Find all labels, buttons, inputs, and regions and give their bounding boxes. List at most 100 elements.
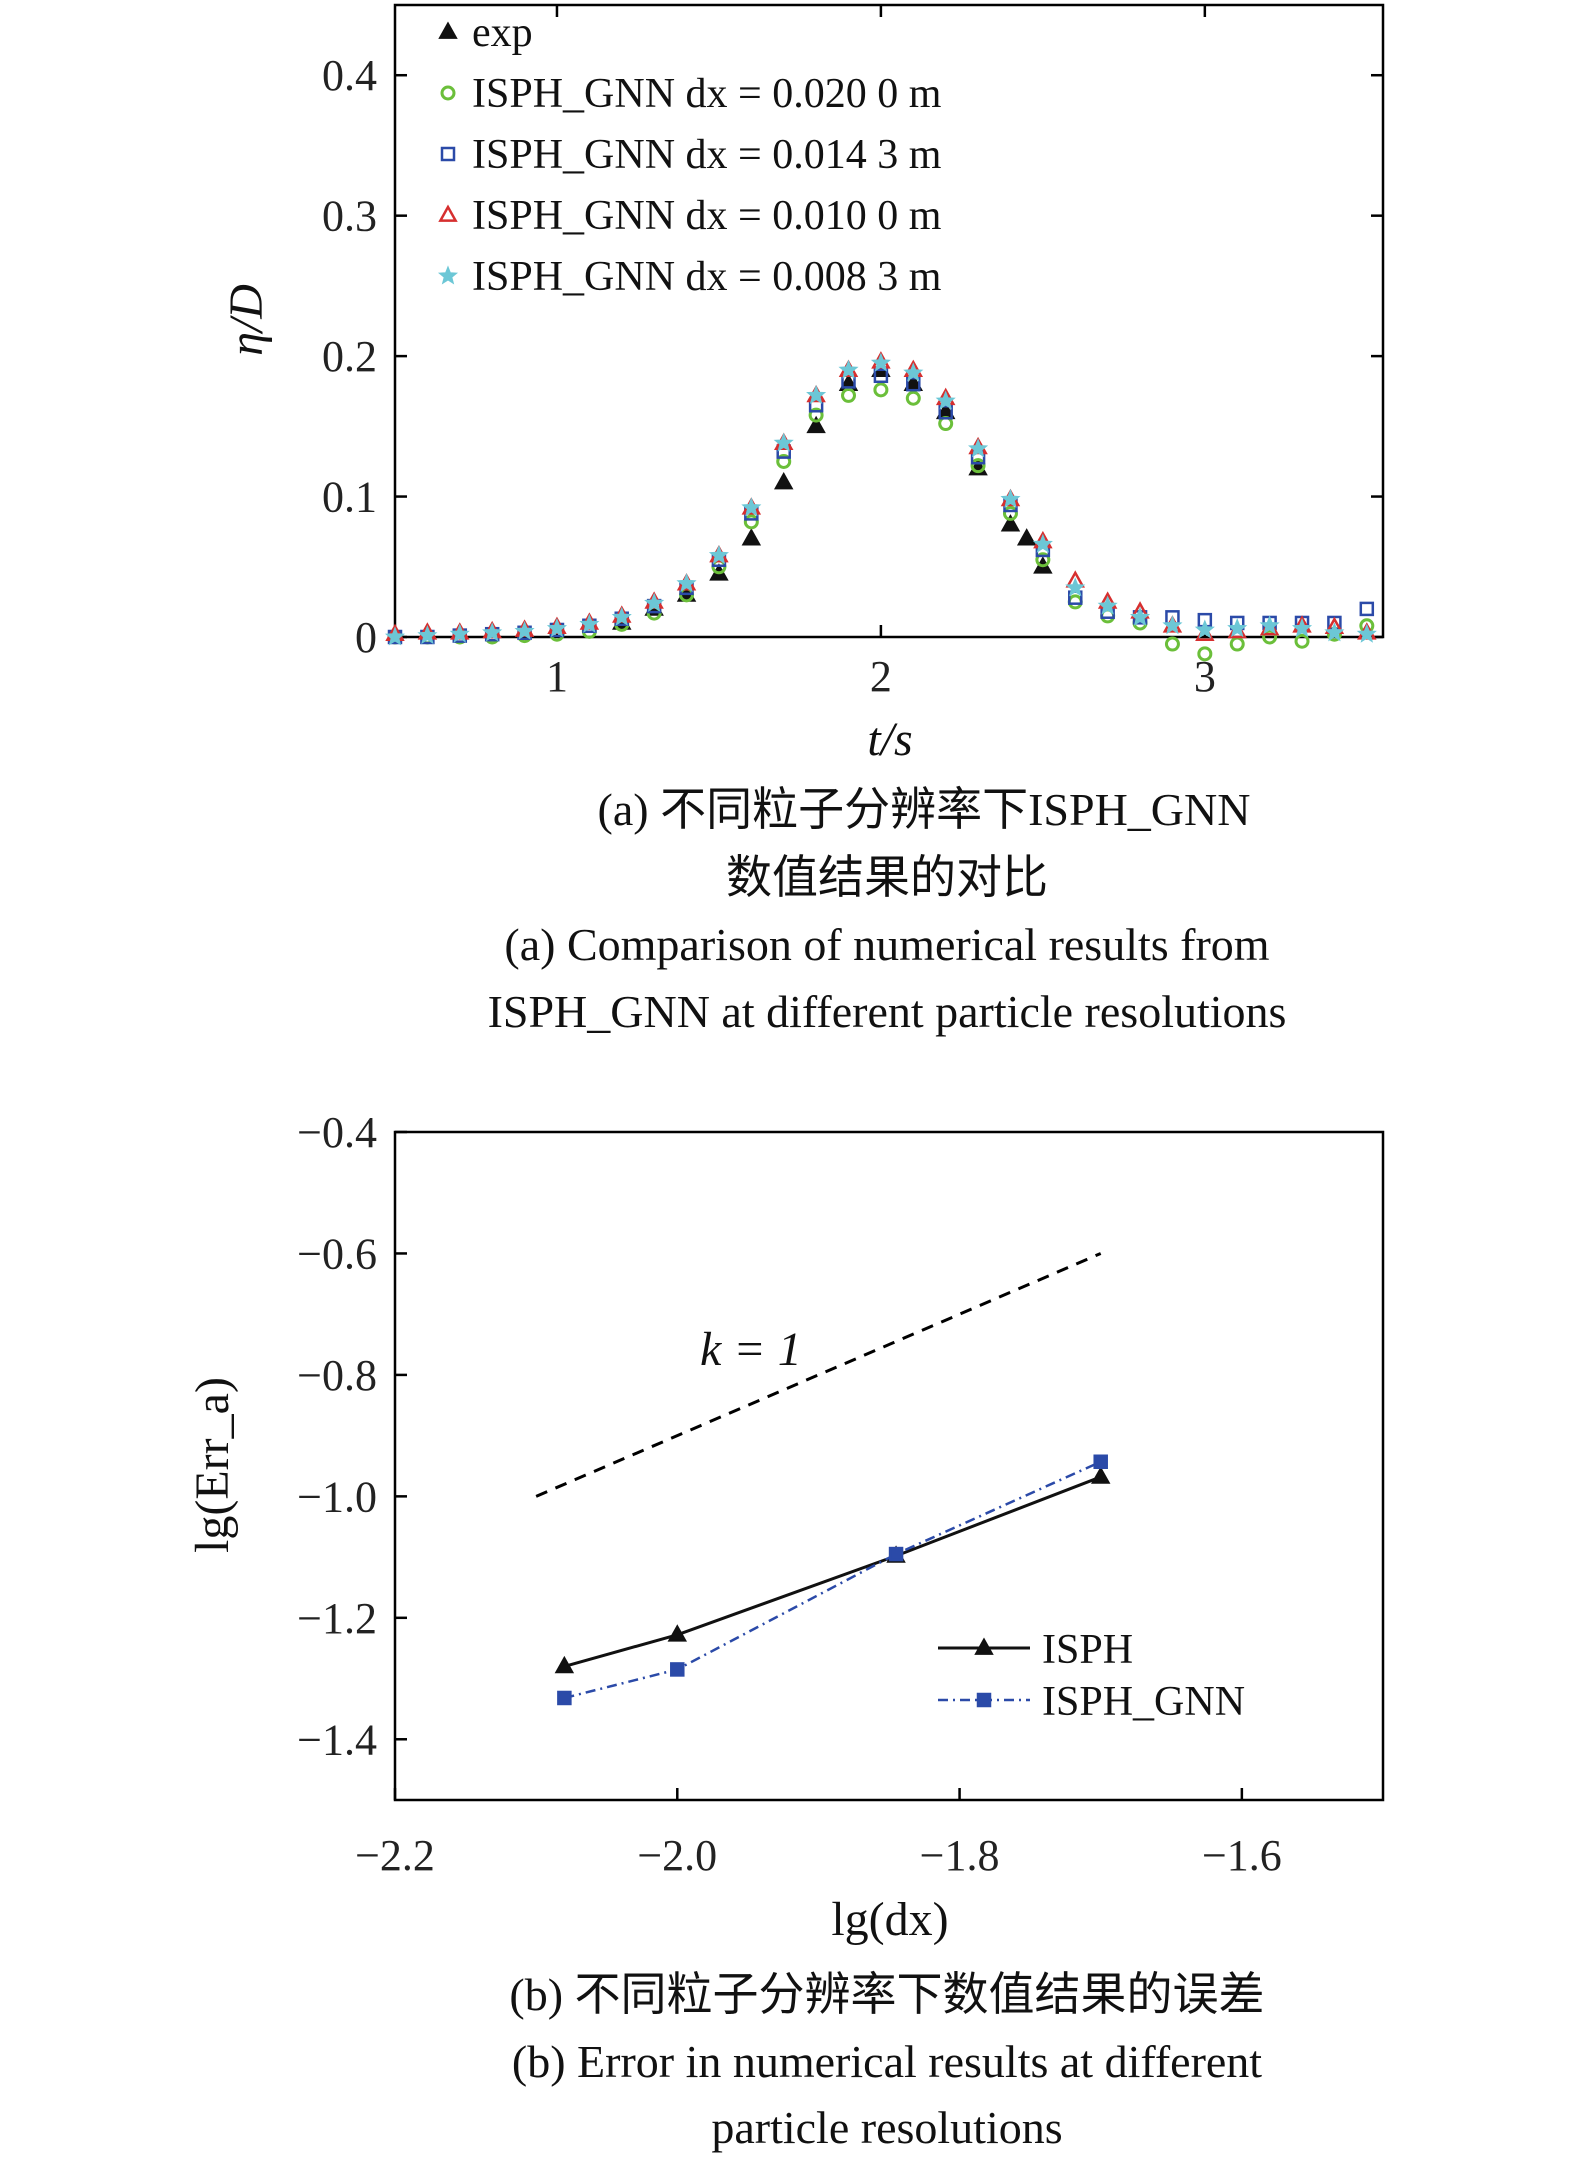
series-1 — [387, 382, 1375, 662]
x-tick-label: 3 — [1194, 652, 1216, 701]
legend-label: ISPH_GNN — [1042, 1679, 1245, 1725]
data-point — [1356, 623, 1377, 643]
legend-marker — [437, 265, 459, 285]
data-point — [482, 622, 503, 642]
data-point — [670, 1662, 685, 1677]
x-tick-label: −1.8 — [920, 1831, 1000, 1880]
y-tick-label: −1.2 — [297, 1594, 377, 1643]
legend-label: ISPH_GNN dx = 0.010 0 m — [472, 193, 942, 239]
data-point — [384, 626, 406, 646]
y-tick-label: −1.4 — [297, 1715, 377, 1764]
x-tick-label: −2.2 — [355, 1831, 435, 1880]
data-point — [1032, 533, 1053, 553]
data-point — [579, 613, 600, 633]
data-point — [676, 573, 697, 593]
y-tick-label: 0.2 — [322, 332, 377, 381]
panel-b-frame — [393, 1130, 1385, 1802]
series-0 — [554, 1466, 1111, 1674]
data-point — [903, 362, 924, 382]
data-point — [938, 405, 953, 420]
y-tick-label: −0.6 — [297, 1229, 377, 1278]
panel-a-caption-zh-line1: (a) 不同粒子分辨率下ISPH_GNN — [598, 784, 1251, 835]
x-tick-label: −2.0 — [637, 1831, 717, 1880]
panel-a-frame — [393, 3, 1385, 639]
data-point — [1227, 618, 1248, 638]
panel-a-caption-en-line2: ISPH_GNN at different particle resolutio… — [488, 986, 1287, 1037]
y-tick-label: 0.4 — [322, 51, 377, 100]
data-point — [1065, 577, 1086, 597]
data-point — [1291, 618, 1313, 638]
data-point — [1090, 1466, 1111, 1484]
data-point — [1194, 619, 1215, 639]
series-line — [563, 1475, 1102, 1668]
y-tick-label: 0.1 — [322, 473, 377, 522]
legend-marker — [438, 21, 458, 39]
data-point — [1197, 646, 1213, 662]
legend-marker — [440, 146, 456, 162]
panel-a-legend: exp ISPH_GNN dx = 0.020 0 m ISPH_GNN dx = … — [437, 10, 942, 300]
series-4 — [384, 352, 1377, 646]
x-tick-label: −1.6 — [1202, 1831, 1282, 1880]
data-point — [667, 1624, 688, 1642]
data-point — [1162, 615, 1183, 635]
x-tick-label: 2 — [870, 652, 892, 701]
data-point — [905, 390, 921, 406]
panel-b-xlabel: lg(dx) — [831, 1893, 948, 1946]
panel-a-xlabel: t/s — [867, 713, 912, 766]
panel-a-marks — [384, 351, 1377, 662]
y-tick-label: 0 — [355, 613, 377, 662]
data-point — [1000, 514, 1021, 532]
data-point — [1259, 615, 1280, 635]
data-point — [968, 438, 989, 458]
data-point — [808, 407, 824, 423]
panel-b-annotation: k = 1 — [700, 1323, 802, 1376]
data-point — [1359, 601, 1375, 617]
data-point — [841, 387, 857, 403]
data-point — [773, 432, 794, 452]
legend-label: exp — [472, 10, 533, 56]
data-point — [1130, 606, 1151, 626]
data-point — [873, 382, 889, 398]
legend-marker — [976, 1692, 992, 1708]
data-point — [514, 620, 535, 640]
data-point — [970, 458, 986, 474]
legend-label: ISPH_GNN dx = 0.014 3 m — [472, 132, 942, 178]
data-point — [1294, 633, 1310, 649]
data-point — [935, 390, 956, 410]
data-point — [888, 1546, 904, 1562]
data-point — [806, 384, 827, 404]
data-point — [1262, 629, 1278, 645]
data-point — [741, 497, 762, 517]
data-point — [773, 471, 794, 490]
data-point — [1000, 488, 1021, 508]
y-tick-label: −0.8 — [297, 1351, 377, 1400]
data-point — [708, 544, 729, 565]
panel-b-marks — [535, 1252, 1111, 1706]
legend-marker — [438, 204, 458, 222]
series-2 — [387, 368, 1375, 645]
panel-a-ylabel: η/D — [220, 284, 273, 356]
reference-line-k1 — [535, 1252, 1102, 1498]
data-point — [449, 623, 470, 643]
data-point — [776, 453, 792, 469]
panel-a-caption-en-line1: (a) Comparison of numerical results from — [504, 919, 1269, 970]
data-point — [906, 376, 921, 392]
panel-a-chart: 1 2 3 0 0.1 0.2 0.3 0.4 exp ISPH_GNN dx = 0.020 … — [220, 3, 1385, 1037]
panel-b-caption-en-line1: (b) Error in numerical results at differ… — [512, 2036, 1262, 2087]
legend-label: ISPH_GNN dx = 0.020 0 m — [472, 71, 942, 117]
data-point — [554, 1655, 575, 1674]
data-point — [1002, 505, 1018, 521]
y-tick-label: −0.4 — [297, 1108, 377, 1157]
panel-b-ticks: −2.2 −2.0 −1.8 −1.6 −0.4 −0.6 −0.8 −1.0 −1.2 −1.4 — [297, 1108, 1282, 1880]
data-point — [838, 359, 859, 379]
data-point — [1093, 1454, 1108, 1469]
data-point — [417, 625, 438, 645]
panel-a-caption-zh-line2: 数值结果的对比 — [726, 852, 1048, 903]
data-point — [644, 592, 665, 612]
data-point — [870, 352, 891, 372]
data-point — [1229, 636, 1245, 652]
data-point — [546, 618, 568, 638]
data-point — [1097, 595, 1118, 615]
data-point — [743, 514, 759, 530]
legend-label: ISPH — [1042, 1627, 1133, 1673]
